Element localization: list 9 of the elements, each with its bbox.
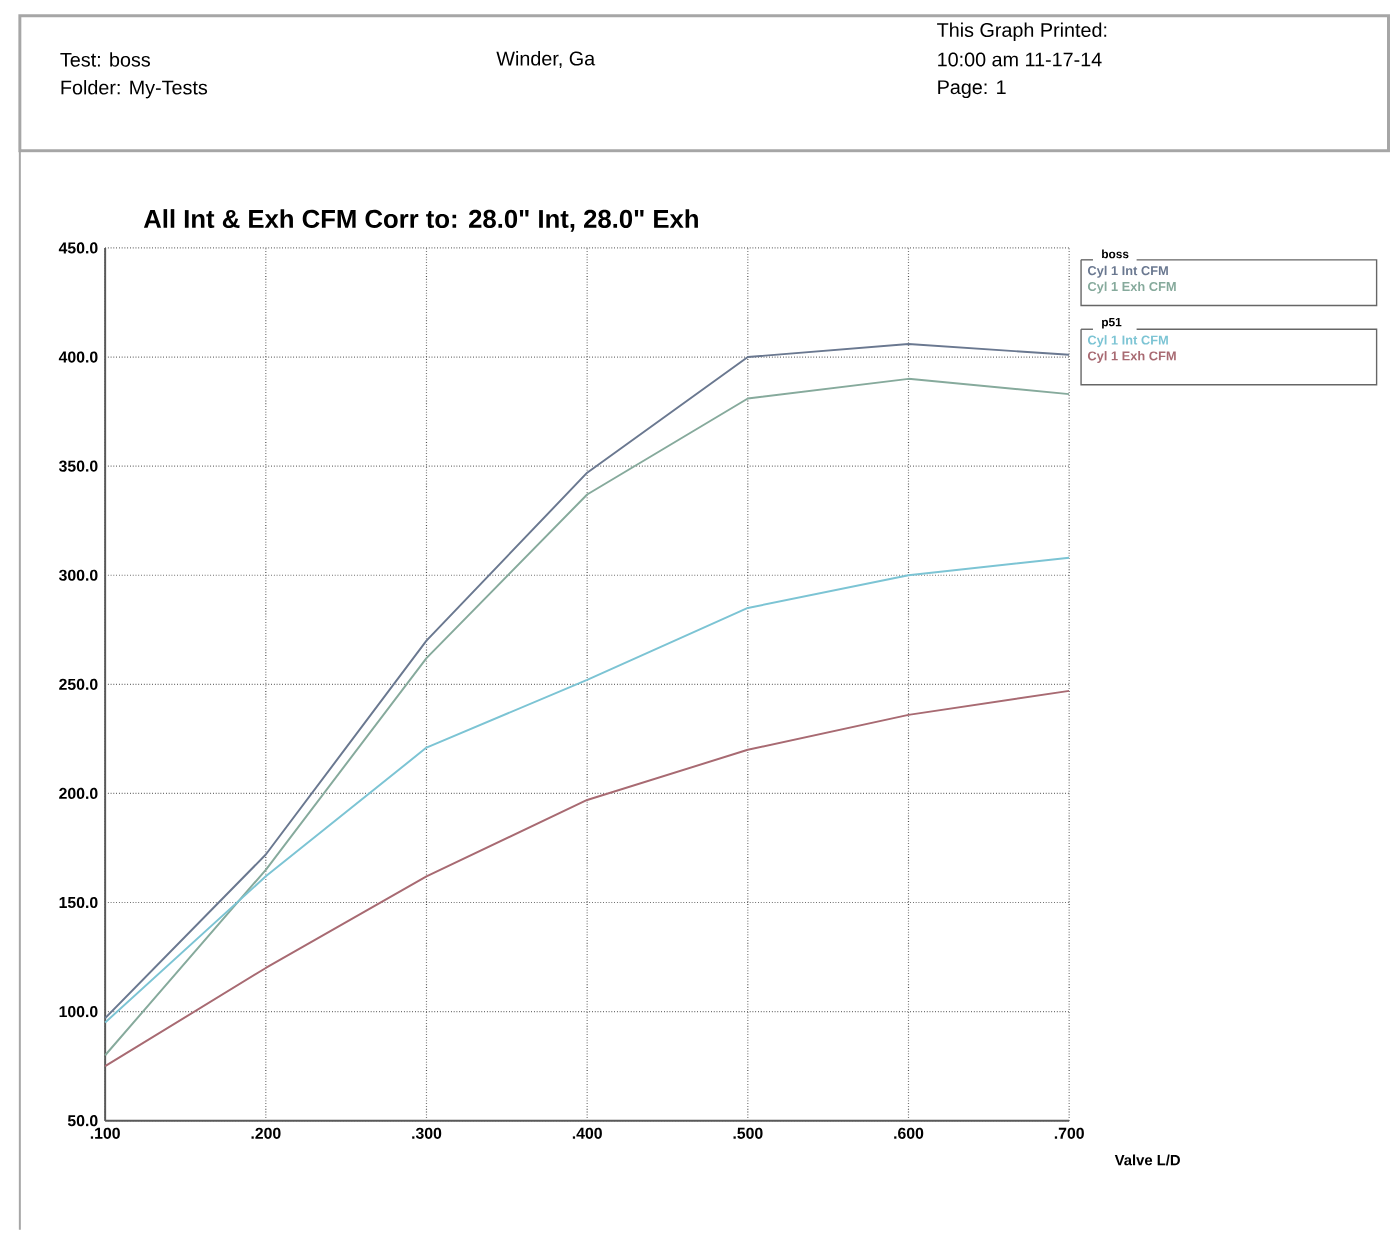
text: 10:00 am 11-17-14: [938, 52, 1102, 67]
text: This Graph Printed:: [937, 22, 1107, 42]
line-series: [104, 690, 1071, 1068]
line-series: [104, 556, 1071, 1024]
text: Page: 1: [938, 80, 1006, 99]
text: Winder, Ga: [496, 51, 596, 69]
chart-title: All Int & Exh CFM Corr to: 28.0" Int, 28.0" Exh: [143, 209, 698, 232]
text: Test: boss: [60, 52, 150, 67]
text: Folder: My-Tests: [61, 80, 208, 99]
